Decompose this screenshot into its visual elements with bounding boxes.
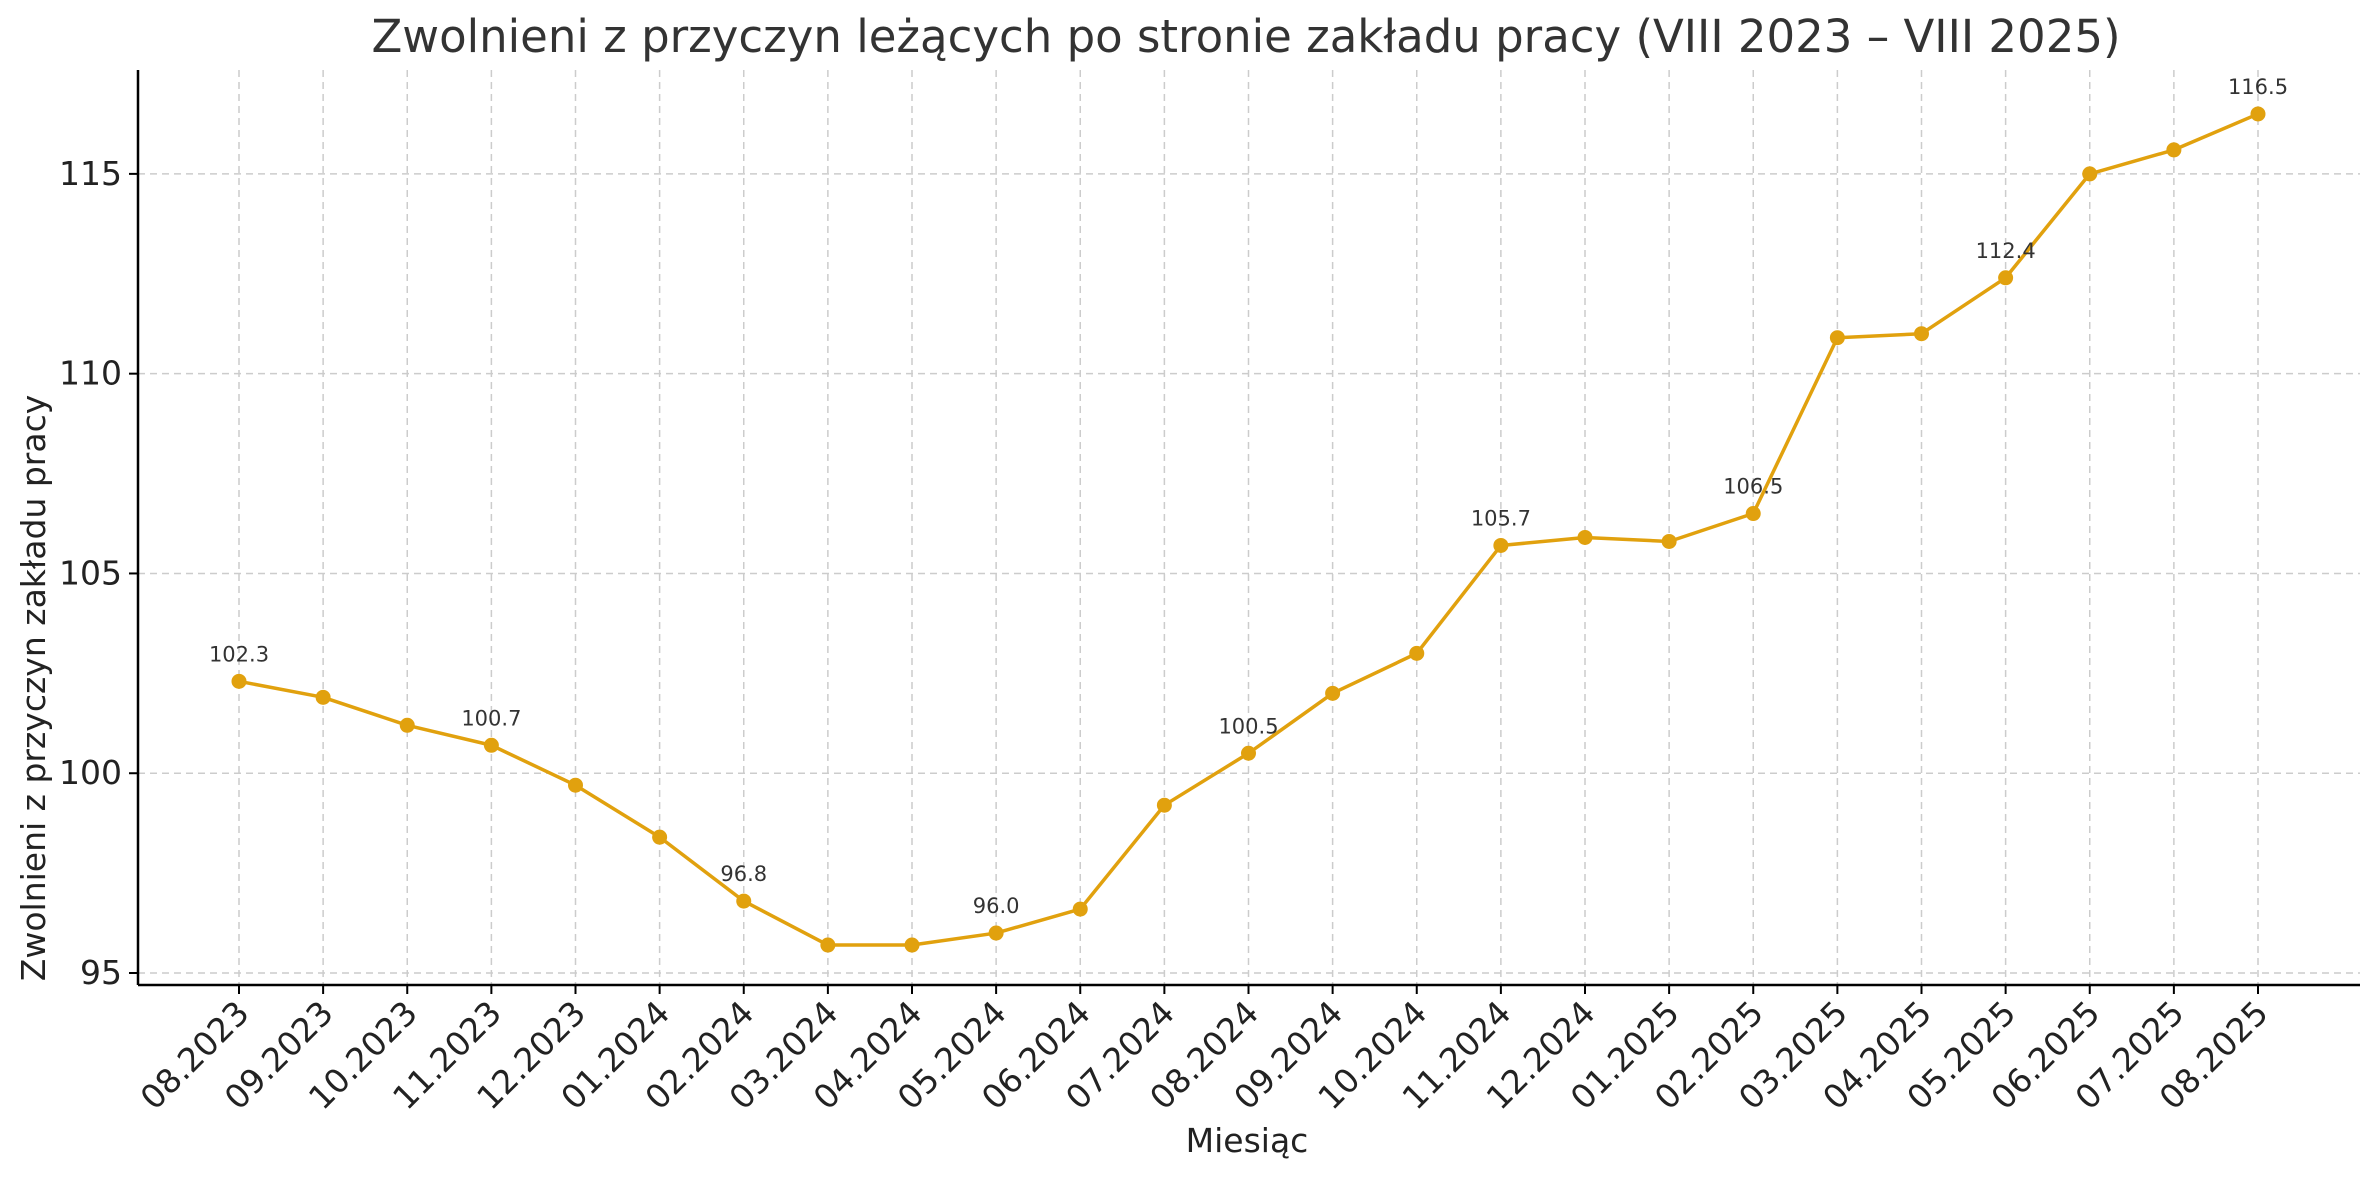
y-tick-label: 95 <box>80 953 122 992</box>
data-point <box>1409 645 1425 661</box>
data-label: 112.4 <box>1976 239 2036 263</box>
chart-title: Zwolnieni z przyczyn leżących po stronie… <box>371 10 2120 63</box>
y-tick-label: 105 <box>59 553 122 592</box>
data-point <box>1241 745 1256 761</box>
y-tick-label: 115 <box>59 154 122 193</box>
grid-layer <box>138 70 2360 985</box>
data-point <box>1156 797 1172 813</box>
data-point <box>820 937 836 953</box>
data-point <box>568 777 583 793</box>
data-label: 106.5 <box>1723 475 1783 499</box>
data-point <box>1829 330 1845 346</box>
data-label: 102.3 <box>209 642 269 666</box>
data-point <box>1493 537 1509 553</box>
data-point <box>1914 326 1929 342</box>
data-point <box>1661 533 1677 549</box>
data-point <box>315 689 331 705</box>
data-point <box>736 893 752 909</box>
data-point <box>1325 685 1341 701</box>
label-layer: 102.3 100.7 96.8 96.0 100.5 105.7 106.5 112.4 11… <box>209 75 2288 918</box>
data-point <box>1072 901 1088 917</box>
data-point <box>904 937 920 953</box>
data-point <box>652 829 668 845</box>
data-point <box>988 925 1004 941</box>
data-label: 100.7 <box>461 706 521 730</box>
data-label: 96.0 <box>973 894 1020 918</box>
data-point <box>483 737 499 753</box>
data-point <box>2082 166 2098 182</box>
series-layer <box>231 106 2266 953</box>
data-point <box>399 717 415 733</box>
data-label: 96.8 <box>720 862 767 886</box>
data-label: 100.5 <box>1218 714 1278 738</box>
data-point <box>1998 270 2014 286</box>
data-point <box>2250 106 2266 122</box>
data-point <box>231 673 247 689</box>
y-tick-label: 110 <box>59 354 122 393</box>
data-label: 105.7 <box>1471 506 1531 530</box>
axes-layer: 9510010511011508.202309.202310.202311.20… <box>59 70 2360 1117</box>
y-axis-title: Zwolnieni z przyczyn zakładu pracy <box>14 395 53 982</box>
data-point <box>2166 142 2182 158</box>
data-point <box>1745 506 1761 522</box>
y-tick-label: 100 <box>59 753 122 792</box>
data-label: 116.5 <box>2228 75 2288 99</box>
x-axis-title: Miesiąc <box>1186 1121 1309 1160</box>
data-point <box>1577 529 1593 545</box>
